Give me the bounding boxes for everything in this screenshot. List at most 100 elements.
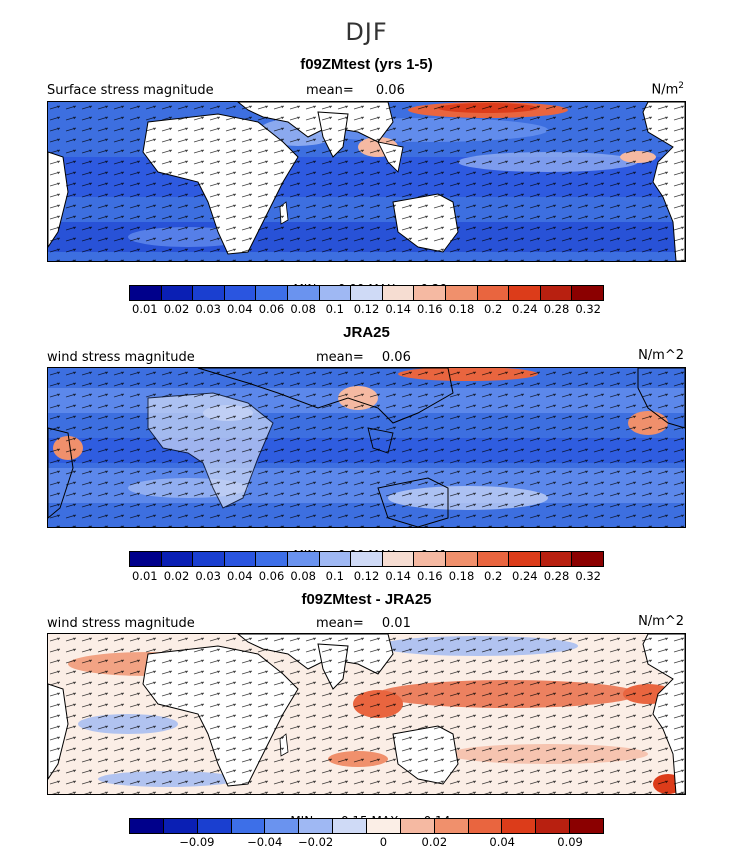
panel-2-title: JRA25 — [343, 324, 390, 341]
panel-2-map — [47, 367, 686, 528]
panel-3-mean-value: 0.01 — [381, 616, 411, 631]
colorbar-swatch — [414, 552, 446, 566]
colorbar-swatch — [414, 286, 446, 300]
colorbar-tick-label: 0.02 — [163, 569, 190, 583]
colorbar-swatch — [540, 552, 573, 566]
colorbar-tick-label: 0.28 — [543, 302, 570, 316]
colorbar-swatch — [130, 552, 162, 566]
colorbar-swatch — [572, 286, 603, 300]
colorbar-swatch — [193, 552, 225, 566]
panel-2-colorbar — [129, 551, 604, 567]
panel-2-colorbar-ticks: 0.01 0.02 0.03 0.04 0.06 0.08 0.1 0.12 0.14 0.16 0… — [129, 569, 604, 583]
colorbar-swatch — [319, 552, 352, 566]
colorbar-tick-label: 0.18 — [448, 302, 475, 316]
colorbar-tick-label: 0.2 — [484, 569, 503, 583]
colorbar-swatch — [445, 552, 478, 566]
panel-3-colorbar — [129, 818, 604, 834]
panel-3-colorbar-ticks: −0.09 −0.04 −0.02 0 0.02 0.04 0.09 — [129, 835, 604, 849]
colorbar-swatch — [351, 286, 383, 300]
colorbar-swatch — [445, 286, 478, 300]
season-title: DJF — [345, 18, 388, 46]
colorbar-swatch — [265, 819, 300, 833]
colorbar-swatch — [536, 819, 571, 833]
panel-1-title: f09ZMtest (yrs 1-5) — [300, 56, 433, 73]
colorbar-tick-label: 0.06 — [258, 569, 285, 583]
colorbar-tick-label: 0.12 — [353, 569, 380, 583]
colorbar-swatch — [231, 819, 266, 833]
panel-1-mean: mean= 0.06 — [306, 83, 405, 98]
colorbar-swatch — [434, 819, 469, 833]
colorbar-tick-label: 0.1 — [325, 569, 344, 583]
colorbar-tick-label: 0.16 — [417, 569, 443, 583]
colorbar-swatch — [509, 552, 541, 566]
panel-1-units: N/m2 — [651, 81, 684, 97]
colorbar-swatch — [161, 552, 194, 566]
panel-1-units-sup: 2 — [678, 81, 684, 91]
panel-1-mean-label: mean= — [306, 83, 354, 98]
colorbar-swatch — [540, 286, 573, 300]
colorbar-tick-label: 0.01 — [132, 302, 158, 316]
panel-2-mean-value: 0.06 — [381, 350, 411, 365]
panel-3-map-svg — [48, 634, 685, 794]
colorbar-tick-label: 0.06 — [258, 302, 285, 316]
panel-3-variable-label: wind stress magnitude — [47, 616, 195, 631]
colorbar-swatch — [193, 286, 225, 300]
colorbar-swatch — [351, 552, 383, 566]
colorbar-tick-label: 0.32 — [575, 302, 601, 316]
panel-2-mean-label: mean= — [316, 350, 364, 365]
colorbar-tick-label: 0.04 — [489, 835, 516, 849]
colorbar-tick-label: 0.03 — [195, 569, 221, 583]
colorbar-swatch — [572, 552, 603, 566]
colorbar-swatch — [197, 819, 232, 833]
colorbar-swatch — [502, 819, 537, 833]
colorbar-tick-label: 0.1 — [325, 302, 344, 316]
colorbar-tick-label: 0.02 — [421, 835, 448, 849]
colorbar-tick-label: −0.02 — [297, 835, 334, 849]
colorbar-tick-label: 0.2 — [484, 302, 503, 316]
panel-1-map — [47, 101, 686, 262]
colorbar-swatch — [477, 552, 510, 566]
colorbar-tick-label: 0.12 — [353, 302, 380, 316]
colorbar-swatch — [161, 286, 194, 300]
colorbar-tick-label: 0.24 — [512, 569, 538, 583]
colorbar-tick-label: 0.14 — [385, 569, 411, 583]
colorbar-tick-label: 0.24 — [512, 302, 538, 316]
colorbar-swatch — [287, 286, 320, 300]
colorbar-swatch — [319, 286, 352, 300]
colorbar-tick-label: −0.09 — [179, 835, 215, 849]
colorbar-swatch — [224, 286, 257, 300]
panel-1-mean-value: 0.06 — [375, 83, 405, 98]
panel-3-mean-label: mean= — [316, 616, 364, 631]
colorbar-tick-label: 0.02 — [163, 302, 190, 316]
colorbar-tick-label: 0.09 — [557, 835, 583, 849]
colorbar-swatch — [509, 286, 541, 300]
panel-1-map-svg — [48, 102, 685, 261]
colorbar-tick-label: 0.18 — [448, 569, 475, 583]
colorbar-tick-label: 0 — [379, 835, 388, 849]
panel-2-units: N/m^2 — [638, 348, 684, 363]
panel-1-colorbar — [129, 285, 604, 301]
colorbar-tick-label: 0.04 — [227, 569, 253, 583]
colorbar-swatch — [287, 552, 320, 566]
colorbar-tick-label: 0.03 — [195, 302, 221, 316]
colorbar-swatch — [382, 552, 415, 566]
colorbar-swatch — [477, 286, 510, 300]
panel-1-units-label: N/m — [651, 82, 679, 98]
colorbar-tick-label: 0.16 — [417, 302, 443, 316]
panel-3-units: N/m^2 — [638, 614, 684, 629]
panel-1-colorbar-ticks: 0.01 0.02 0.03 0.04 0.06 0.08 0.1 0.12 0.14 0.16 0… — [129, 302, 604, 316]
colorbar-swatch — [570, 819, 604, 833]
colorbar-tick-label: 0.04 — [227, 302, 253, 316]
colorbar-swatch — [256, 286, 288, 300]
colorbar-swatch — [130, 819, 164, 833]
colorbar-swatch — [256, 552, 288, 566]
panel-1-variable-label: Surface stress magnitude — [47, 83, 214, 98]
colorbar-tick-label: −0.04 — [247, 835, 283, 849]
colorbar-swatch — [400, 819, 435, 833]
panel-3-map — [47, 633, 686, 795]
panel-2-map-svg — [48, 368, 685, 527]
colorbar-swatch — [468, 819, 503, 833]
colorbar-swatch — [367, 819, 401, 833]
colorbar-tick-label: 0.14 — [385, 302, 411, 316]
colorbar-swatch — [130, 286, 162, 300]
